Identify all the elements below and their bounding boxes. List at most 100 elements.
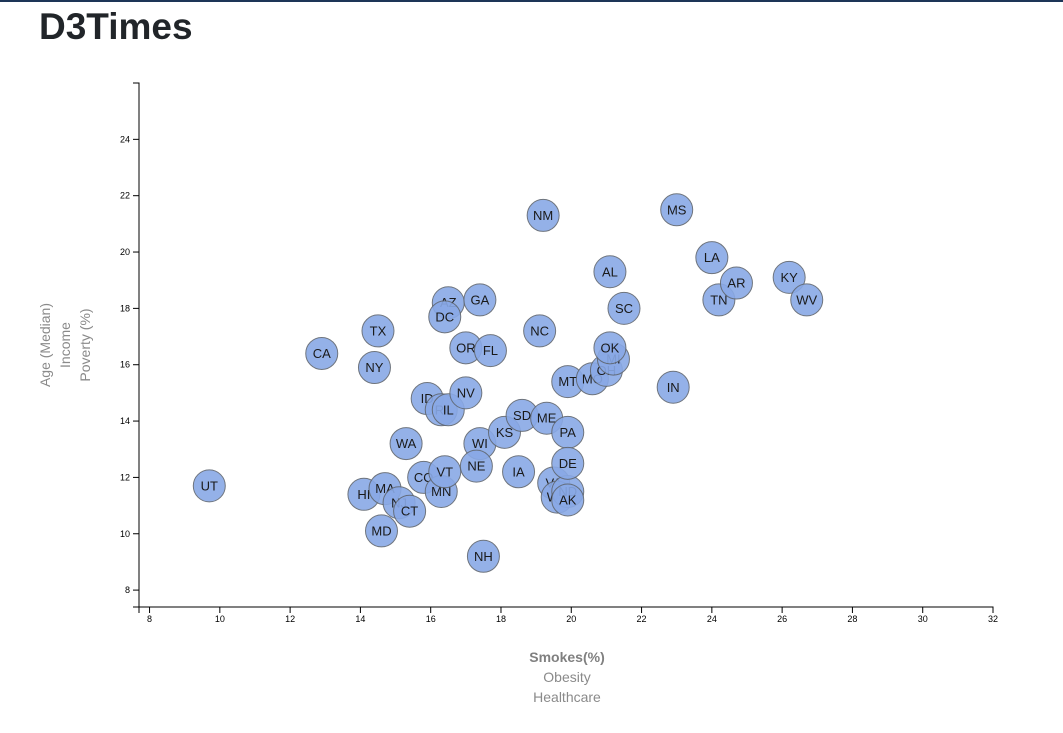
x-axis-label-option[interactable]: Healthcare	[533, 689, 601, 705]
state-point[interactable]: AL	[593, 255, 627, 289]
state-point[interactable]: GA	[463, 283, 497, 317]
state-abbr-label: VT	[436, 464, 453, 479]
y-axis-label-option[interactable]: Poverty (%)	[77, 308, 93, 381]
state-point[interactable]: FL	[473, 334, 507, 368]
state-point[interactable]: MT	[551, 365, 585, 399]
x-axis-label-option[interactable]: Smokes(%)	[529, 649, 604, 665]
state-abbr-label: OR	[456, 340, 476, 355]
state-abbr-label: NY	[365, 360, 383, 375]
state-point[interactable]: NM	[526, 198, 560, 232]
state-abbr-label: PA	[560, 425, 577, 440]
state-point[interactable]: CT	[393, 494, 427, 528]
state-abbr-label: TX	[370, 323, 387, 338]
state-point[interactable]: NC	[523, 314, 557, 348]
state-abbr-label: SC	[615, 301, 633, 316]
state-point[interactable]: PA	[551, 415, 585, 449]
state-circle[interactable]	[364, 514, 398, 548]
state-point[interactable]: IA	[502, 455, 536, 489]
x-axis-label-option[interactable]: Obesity	[543, 669, 590, 685]
state-circle[interactable]	[305, 336, 339, 370]
state-abbr-label: MD	[371, 523, 391, 538]
state-abbr-label: KY	[780, 270, 798, 285]
state-point[interactable]: KY	[772, 260, 806, 294]
y-tick-label: 8	[125, 585, 130, 595]
state-circle[interactable]	[361, 314, 395, 348]
state-circle[interactable]	[473, 334, 507, 368]
x-axis-label-group: Smokes(%) Obesity Healthcare	[529, 649, 604, 705]
state-circle[interactable]	[719, 266, 753, 300]
state-point[interactable]: DC	[428, 300, 462, 334]
state-circle[interactable]	[593, 331, 627, 365]
state-point[interactable]: AK	[551, 483, 585, 517]
state-point[interactable]: WV	[790, 283, 824, 317]
plot-area: 8 10 12 14 16 18 20 22 24 26 28 30 32 8 10 12 14 16 18 20 2…	[37, 82, 998, 705]
state-point[interactable]: OK	[593, 331, 627, 365]
state-abbr-label: IN	[667, 380, 680, 395]
state-abbr-label: KS	[496, 425, 514, 440]
state-circle[interactable]	[551, 483, 585, 517]
x-tick-label: 28	[847, 614, 857, 624]
state-circle[interactable]	[357, 351, 391, 385]
state-abbr-label: NV	[457, 385, 475, 400]
state-circle[interactable]	[428, 300, 462, 334]
state-circle[interactable]	[428, 455, 462, 489]
y-tick-label: 22	[120, 191, 130, 201]
state-point[interactable]: SC	[607, 291, 641, 325]
state-abbr-label: MT	[558, 374, 577, 389]
state-circle[interactable]	[551, 446, 585, 480]
y-axis: 8 10 12 14 16 18 20 22 24	[120, 82, 140, 608]
state-circle[interactable]	[790, 283, 824, 317]
state-point[interactable]: MD	[364, 514, 398, 548]
state-abbr-label: GA	[470, 292, 489, 307]
state-circle[interactable]	[656, 370, 690, 404]
state-point[interactable]: AR	[719, 266, 753, 300]
y-tick-label: 24	[120, 134, 130, 144]
state-point[interactable]: UT	[192, 469, 226, 503]
x-tick-label: 26	[777, 614, 787, 624]
state-circle[interactable]	[393, 494, 427, 528]
state-point[interactable]: TX	[361, 314, 395, 348]
state-point[interactable]: CA	[305, 336, 339, 370]
state-circle[interactable]	[502, 455, 536, 489]
state-circle[interactable]	[459, 449, 493, 483]
state-abbr-label: DE	[559, 456, 577, 471]
state-circle[interactable]	[593, 255, 627, 289]
state-point[interactable]: MS	[660, 193, 694, 227]
state-circle[interactable]	[192, 469, 226, 503]
state-point[interactable]: NH	[466, 539, 500, 573]
state-abbr-label: LA	[704, 250, 720, 265]
state-circle[interactable]	[466, 539, 500, 573]
state-abbr-label: IA	[512, 464, 525, 479]
page-title: D3Times	[39, 6, 193, 47]
y-axis-label-option[interactable]: Income	[57, 322, 73, 368]
y-tick-label: 16	[120, 360, 130, 370]
state-circle[interactable]	[660, 193, 694, 227]
state-point[interactable]: VT	[428, 455, 462, 489]
state-circle[interactable]	[449, 376, 483, 410]
state-point[interactable]: NE	[459, 449, 493, 483]
state-circle[interactable]	[772, 260, 806, 294]
state-circle[interactable]	[526, 198, 560, 232]
x-axis-line	[138, 606, 994, 613]
state-circle[interactable]	[695, 241, 729, 275]
state-abbr-label: DC	[435, 309, 454, 324]
state-circle[interactable]	[523, 314, 557, 348]
state-abbr-label: ME	[537, 411, 557, 426]
state-circle[interactable]	[463, 283, 497, 317]
state-point[interactable]: WA	[389, 427, 423, 461]
y-tick-label: 14	[120, 416, 130, 426]
state-point[interactable]: LA	[695, 241, 729, 275]
state-point[interactable]: NY	[357, 351, 391, 385]
state-point[interactable]: SD	[505, 398, 539, 432]
state-point[interactable]: DE	[551, 446, 585, 480]
state-circle[interactable]	[607, 291, 641, 325]
state-point[interactable]: NV	[449, 376, 483, 410]
state-point[interactable]: IN	[656, 370, 690, 404]
state-circle[interactable]	[389, 427, 423, 461]
state-abbr-label: AL	[602, 264, 618, 279]
y-axis-label-option[interactable]: Age (Median)	[37, 303, 53, 387]
x-axis: 8 10 12 14 16 18 20 22 24 26 28 30 32	[138, 606, 998, 624]
state-abbr-label: NE	[467, 459, 485, 474]
